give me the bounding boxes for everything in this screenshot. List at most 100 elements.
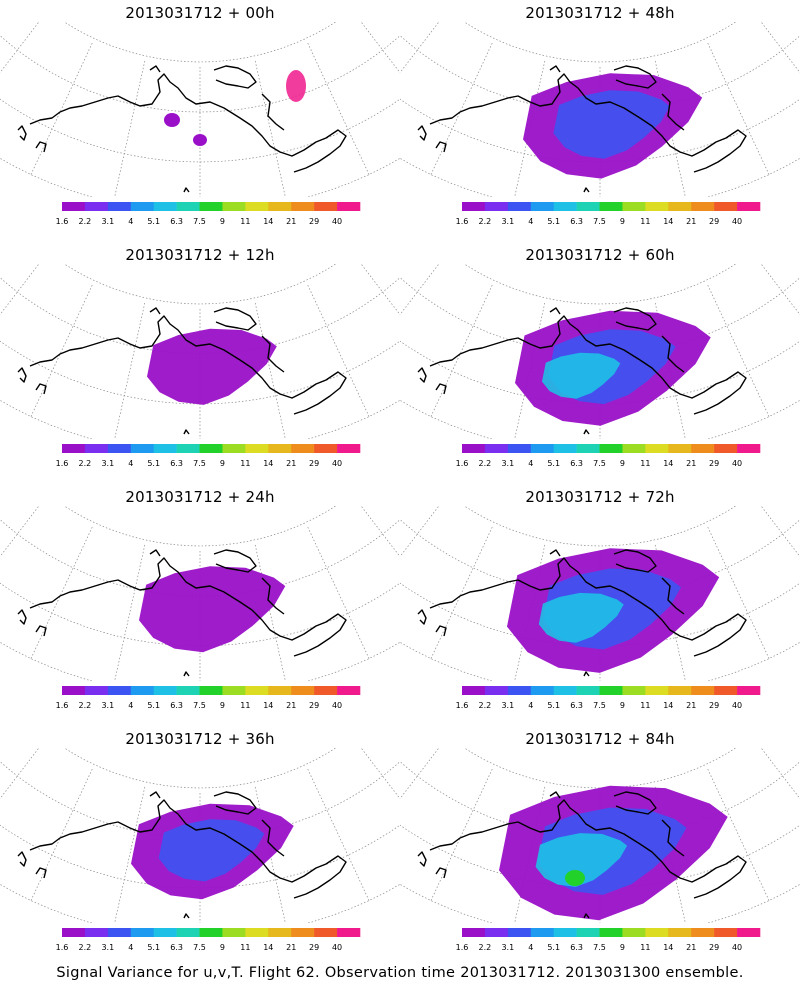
colorbar-swatch xyxy=(153,202,177,211)
meridian-line xyxy=(0,748,5,795)
colorbar-swatch xyxy=(507,202,532,211)
coastline xyxy=(435,383,447,395)
colorbar-tick-label: 6.3 xyxy=(570,943,583,952)
meridian-line xyxy=(30,284,93,417)
coastline xyxy=(29,73,347,173)
coastline xyxy=(261,335,285,373)
meridian-line xyxy=(795,506,800,553)
meridian-line xyxy=(0,506,5,553)
coastline xyxy=(213,307,257,331)
colorbar-swatch xyxy=(691,202,715,211)
coastline xyxy=(29,799,347,899)
colorbar-swatch xyxy=(507,928,532,937)
panel-title: 2013031712 + 36h xyxy=(125,730,275,748)
meridian-line xyxy=(707,42,770,175)
colorbar-swatch xyxy=(337,928,361,937)
coastline xyxy=(661,335,685,373)
coastline xyxy=(613,307,657,331)
coastline xyxy=(261,819,285,857)
coastline xyxy=(149,791,161,799)
panel-4: 2013031712 + 24h 1.6 2.2 3.1 4 5.1 6.3 7.5 9 11 1… xyxy=(0,484,400,724)
colorbar-swatch xyxy=(268,686,292,695)
colorbar-swatch xyxy=(153,928,177,937)
latitude-line xyxy=(463,506,737,547)
colorbar-swatch xyxy=(107,444,132,453)
colorbar-swatch xyxy=(668,444,692,453)
meridian-line xyxy=(430,768,493,901)
colorbar-swatch xyxy=(245,202,269,211)
latitude-line xyxy=(63,264,337,305)
colorbar-swatch xyxy=(599,444,623,453)
latitude-line xyxy=(463,22,737,63)
colorbar-tick-label: 6.3 xyxy=(570,217,583,226)
colorbar-tick-label: 9 xyxy=(220,459,225,468)
colorbar-swatch xyxy=(622,444,646,453)
colorbar-swatch xyxy=(714,202,738,211)
colorbar-swatch xyxy=(130,444,154,453)
coastline xyxy=(429,557,747,657)
panel-title: 2013031712 + 72h xyxy=(525,488,675,506)
colorbar-tick-label: 5.1 xyxy=(547,943,560,952)
variance-region xyxy=(542,352,621,399)
colorbar-tick-label: 9 xyxy=(620,217,625,226)
colorbar-tick-label: 7.5 xyxy=(193,701,206,710)
colorbar-tick-label: 14 xyxy=(663,943,673,952)
colorbar-tick-label: 14 xyxy=(663,217,673,226)
coastline xyxy=(183,429,190,435)
coastline xyxy=(549,791,561,799)
colorbar-tick-label: 40 xyxy=(732,701,742,710)
colorbar-tick-label: 6.3 xyxy=(170,459,183,468)
colorbar-swatch xyxy=(153,444,177,453)
colorbar-tick-label: 3.1 xyxy=(501,943,514,952)
coastline xyxy=(613,549,657,573)
colorbar-tick-label: 4 xyxy=(528,459,533,468)
colorbar-swatch xyxy=(176,444,200,453)
colorbar: 1.6 2.2 3.1 4 5.1 6.3 7.5 9 11 14 21 29 40 xyxy=(456,444,761,468)
colorbar-swatch xyxy=(599,686,623,695)
coastline xyxy=(183,671,190,677)
meridian-line xyxy=(707,526,770,659)
variance-region xyxy=(538,592,624,643)
colorbar-tick-label: 21 xyxy=(286,701,296,710)
colorbar-swatch xyxy=(130,686,154,695)
latitude-line xyxy=(0,157,400,197)
meridian-line xyxy=(0,748,40,800)
colorbar-swatch xyxy=(553,686,577,695)
colorbar-tick-label: 40 xyxy=(732,217,742,226)
colorbar-swatch xyxy=(462,202,486,211)
meridian-line xyxy=(430,526,493,659)
colorbar-swatch xyxy=(668,686,692,695)
coastline xyxy=(17,367,27,383)
colorbar-swatch xyxy=(737,928,761,937)
colorbar-tick-label: 5.1 xyxy=(147,459,160,468)
colorbar-tick-label: 4 xyxy=(128,459,133,468)
colorbar-tick-label: 7.5 xyxy=(593,459,606,468)
colorbar-swatch xyxy=(737,686,761,695)
map xyxy=(0,22,400,197)
coastline xyxy=(435,141,447,153)
meridian-line xyxy=(430,284,493,417)
colorbar-tick-label: 5.1 xyxy=(547,701,560,710)
colorbar-swatch xyxy=(84,444,109,453)
latitude-line xyxy=(463,748,737,789)
colorbar-tick-label: 29 xyxy=(309,217,319,226)
colorbar-swatch xyxy=(62,686,86,695)
panel-title: 2013031712 + 48h xyxy=(525,4,675,22)
colorbar-tick-label: 2.2 xyxy=(479,701,492,710)
colorbar-tick-label: 40 xyxy=(732,943,742,952)
colorbar-tick-label: 2.2 xyxy=(79,943,92,952)
coastline xyxy=(149,65,161,73)
colorbar-tick-label: 9 xyxy=(220,701,225,710)
colorbar-swatch xyxy=(176,202,200,211)
colorbar-swatch xyxy=(599,202,623,211)
meridian-line xyxy=(114,544,146,681)
figure-caption: Signal Variance for u,v,T. Flight 62. Ob… xyxy=(56,965,744,981)
colorbar-tick-label: 40 xyxy=(332,943,342,952)
colorbar-tick-label: 29 xyxy=(709,459,719,468)
coastline xyxy=(435,867,447,879)
colorbar-swatch xyxy=(530,444,554,453)
colorbar-swatch xyxy=(291,444,315,453)
colorbar-swatch xyxy=(62,202,86,211)
colorbar-swatch xyxy=(222,928,246,937)
colorbar-tick-label: 1.6 xyxy=(456,217,469,226)
